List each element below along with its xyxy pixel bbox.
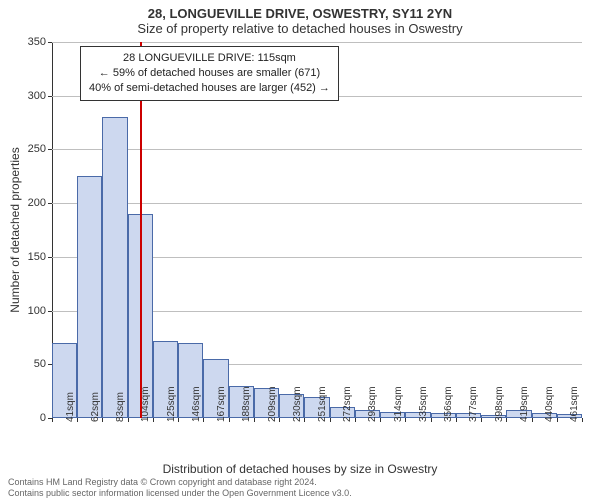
footer-line: Contains public sector information licen…: [8, 488, 352, 498]
xtick-label: 314sqm: [393, 386, 404, 422]
xtick-label: 272sqm: [342, 386, 353, 422]
xtick-mark: [254, 418, 255, 422]
xtick-label: 41sqm: [65, 392, 76, 422]
xtick-label: 356sqm: [443, 386, 454, 422]
annotation-line: ← 59% of detached houses are smaller (67…: [89, 66, 330, 81]
xtick-mark: [431, 418, 432, 422]
xtick-label: 398sqm: [494, 386, 505, 422]
ytick-label: 350: [28, 36, 46, 48]
ytick-label: 0: [40, 412, 46, 424]
xtick-mark: [77, 418, 78, 422]
annotation-line: 28 LONGUEVILLE DRIVE: 115sqm: [89, 51, 330, 66]
page-title-1: 28, LONGUEVILLE DRIVE, OSWESTRY, SY11 2Y…: [0, 0, 600, 21]
xtick-mark: [506, 418, 507, 422]
annotation-box: 28 LONGUEVILLE DRIVE: 115sqm ← 59% of de…: [80, 46, 339, 101]
grid-line: [52, 149, 582, 150]
ytick-label: 100: [28, 305, 46, 317]
xtick-mark: [380, 418, 381, 422]
xtick-label: 209sqm: [267, 386, 278, 422]
xtick-mark: [178, 418, 179, 422]
ytick-label: 250: [28, 143, 46, 155]
xtick-mark: [102, 418, 103, 422]
xtick-mark: [128, 418, 129, 422]
chart-area: 05010015020025030035041sqm62sqm83sqm104s…: [52, 42, 582, 418]
ytick-label: 50: [34, 358, 46, 370]
xtick-label: 230sqm: [292, 386, 303, 422]
x-axis-label: Distribution of detached houses by size …: [0, 462, 600, 476]
xtick-mark: [355, 418, 356, 422]
xtick-label: 335sqm: [418, 386, 429, 422]
xtick-label: 83sqm: [115, 392, 126, 422]
footer-line: Contains HM Land Registry data © Crown c…: [8, 477, 352, 487]
ytick-mark: [48, 96, 52, 97]
ytick-label: 200: [28, 197, 46, 209]
grid-line: [52, 42, 582, 43]
xtick-label: 104sqm: [140, 386, 151, 422]
xtick-mark: [304, 418, 305, 422]
ytick-label: 300: [28, 90, 46, 102]
xtick-label: 440sqm: [544, 386, 555, 422]
footer-attribution: Contains HM Land Registry data © Crown c…: [8, 477, 352, 498]
page-title-2: Size of property relative to detached ho…: [0, 21, 600, 40]
xtick-mark: [279, 418, 280, 422]
xtick-label: 125sqm: [166, 386, 177, 422]
ytick-label: 150: [28, 251, 46, 263]
histogram-bar: [102, 117, 127, 418]
histogram-bar: [77, 176, 102, 418]
y-axis-label: Number of detached properties: [8, 147, 22, 312]
xtick-label: 167sqm: [216, 386, 227, 422]
xtick-label: 188sqm: [241, 386, 252, 422]
xtick-mark: [557, 418, 558, 422]
ytick-mark: [48, 149, 52, 150]
xtick-mark: [582, 418, 583, 422]
xtick-mark: [456, 418, 457, 422]
ytick-mark: [48, 311, 52, 312]
ytick-mark: [48, 257, 52, 258]
xtick-label: 461sqm: [569, 386, 580, 422]
ytick-mark: [48, 203, 52, 204]
xtick-mark: [153, 418, 154, 422]
xtick-label: 62sqm: [90, 392, 101, 422]
annotation-line: 40% of semi-detached houses are larger (…: [89, 81, 330, 96]
xtick-mark: [229, 418, 230, 422]
xtick-mark: [203, 418, 204, 422]
grid-line: [52, 203, 582, 204]
xtick-mark: [405, 418, 406, 422]
xtick-label: 377sqm: [468, 386, 479, 422]
xtick-mark: [481, 418, 482, 422]
xtick-label: 146sqm: [191, 386, 202, 422]
xtick-mark: [532, 418, 533, 422]
xtick-label: 251sqm: [317, 386, 328, 422]
xtick-mark: [330, 418, 331, 422]
xtick-label: 419sqm: [519, 386, 530, 422]
xtick-mark: [52, 418, 53, 422]
ytick-mark: [48, 42, 52, 43]
xtick-label: 293sqm: [367, 386, 378, 422]
